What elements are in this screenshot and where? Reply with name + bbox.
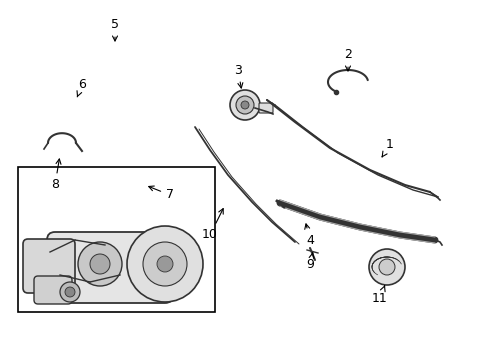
Text: 10: 10 — [202, 208, 223, 242]
Text: 6: 6 — [77, 78, 86, 97]
Circle shape — [90, 254, 110, 274]
Text: 1: 1 — [381, 139, 393, 157]
FancyBboxPatch shape — [47, 232, 173, 303]
Text: 7: 7 — [148, 186, 174, 202]
FancyBboxPatch shape — [34, 276, 72, 304]
Circle shape — [241, 101, 248, 109]
Text: 5: 5 — [111, 18, 119, 41]
Circle shape — [157, 256, 173, 272]
Bar — [18, 167, 215, 312]
Text: 3: 3 — [234, 63, 243, 88]
Circle shape — [127, 226, 203, 302]
Circle shape — [65, 287, 75, 297]
Circle shape — [142, 242, 186, 286]
Text: 4: 4 — [304, 224, 313, 247]
Text: 9: 9 — [305, 253, 313, 271]
Text: 11: 11 — [371, 286, 387, 305]
FancyBboxPatch shape — [23, 239, 75, 293]
Circle shape — [78, 242, 122, 286]
Circle shape — [236, 96, 253, 114]
Circle shape — [368, 249, 404, 285]
FancyBboxPatch shape — [259, 103, 272, 113]
Text: 8: 8 — [51, 159, 61, 192]
Circle shape — [229, 90, 260, 120]
Circle shape — [60, 282, 80, 302]
Text: 2: 2 — [344, 49, 351, 71]
Circle shape — [378, 259, 394, 275]
